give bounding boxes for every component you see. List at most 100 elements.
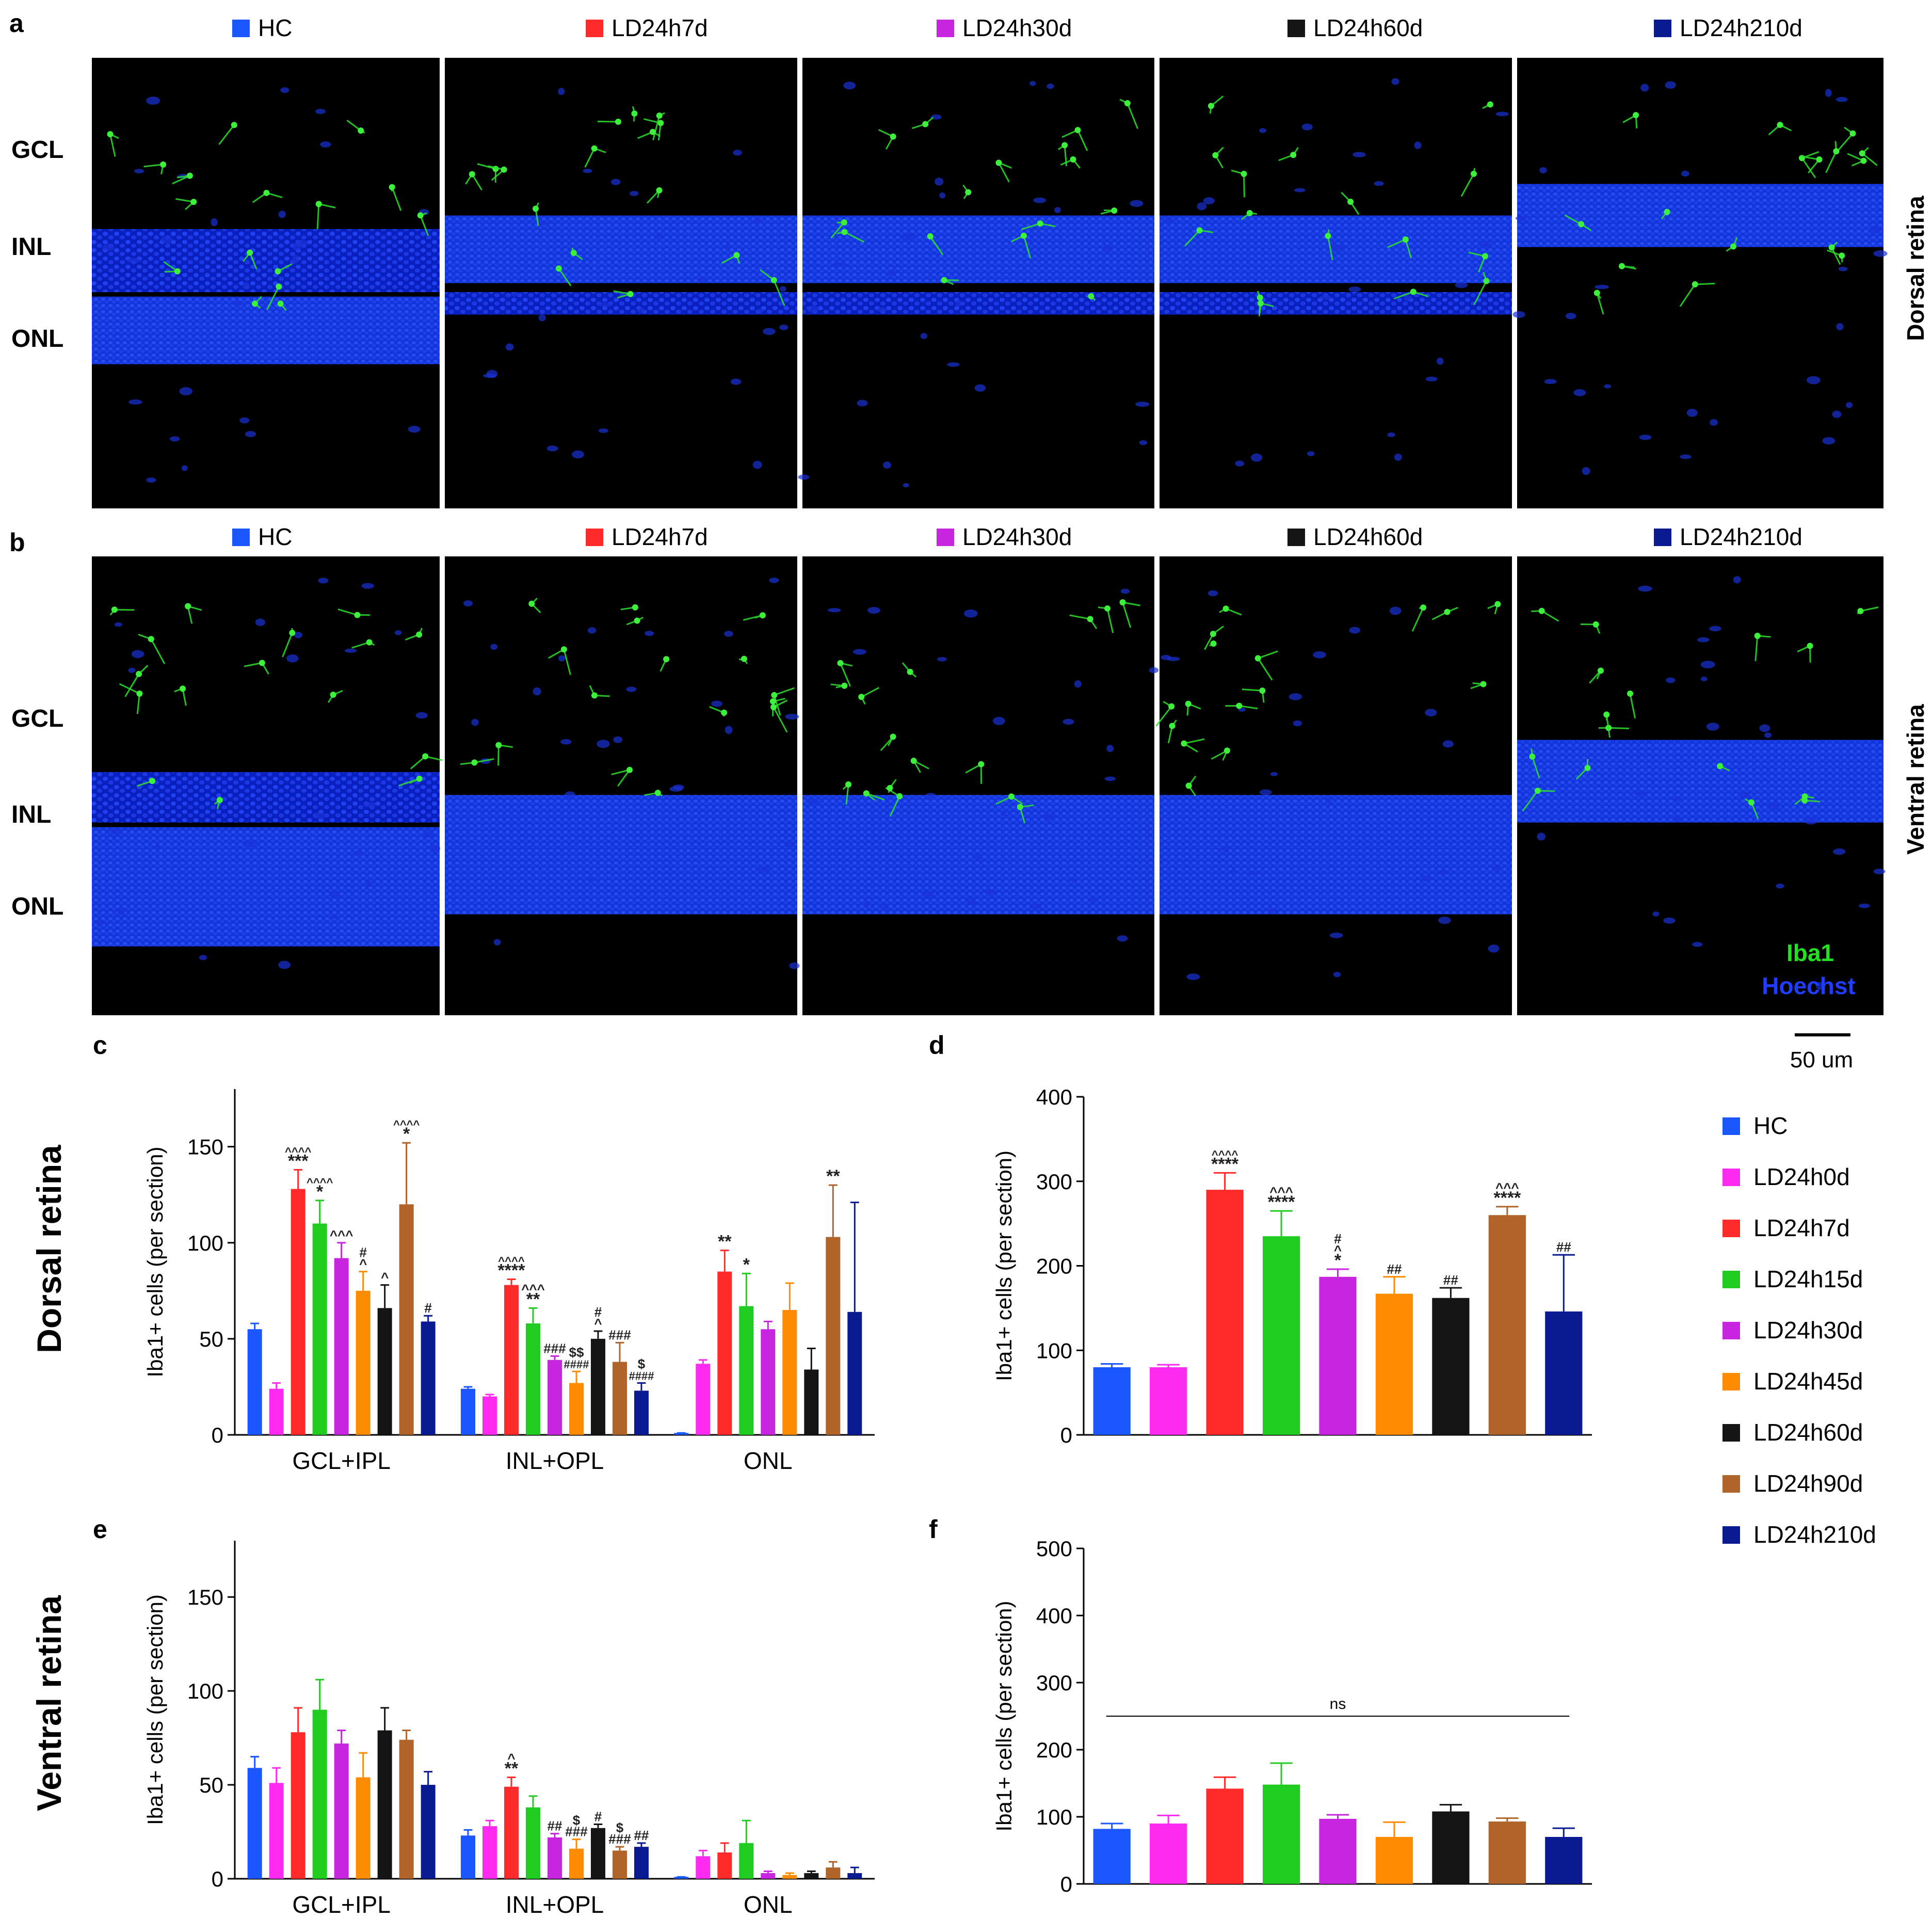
bar: [613, 1362, 627, 1435]
nucleus: [753, 217, 762, 223]
microglia-soma: [416, 775, 423, 782]
y-tick-label: 0: [1060, 1872, 1072, 1896]
bar: [804, 1873, 819, 1879]
microglia-soma: [1259, 687, 1266, 694]
microglia-soma: [389, 184, 395, 190]
microglia-soma: [1849, 130, 1856, 137]
legend-swatch: [1722, 1169, 1740, 1186]
microglia-soma: [275, 268, 281, 275]
significance-mark: ^: [594, 1316, 602, 1331]
row-label-ventral: Ventral retina: [30, 1595, 68, 1811]
microglia-soma: [1480, 681, 1487, 687]
bar: [739, 1843, 754, 1879]
nucleus: [1816, 982, 1823, 990]
nuclear-layer: [1160, 292, 1512, 315]
bar: [847, 1312, 862, 1435]
significance-mark: ###: [608, 1327, 631, 1342]
nucleus: [1639, 435, 1652, 440]
nucleus: [423, 830, 434, 838]
nucleus: [146, 97, 160, 105]
bar: [613, 1850, 627, 1879]
nucleus: [763, 328, 776, 335]
bar: [1150, 1824, 1187, 1884]
nucleus: [408, 426, 421, 433]
nucleus: [1710, 419, 1718, 426]
nucleus: [1709, 626, 1721, 632]
significance-mark: $: [573, 1813, 581, 1828]
bar: [1432, 1811, 1470, 1884]
nucleus: [1353, 152, 1366, 157]
nucleus: [1873, 869, 1886, 874]
bar: [377, 1730, 392, 1879]
nucleus: [1348, 286, 1361, 293]
nucleus: [673, 785, 684, 790]
nucleus: [1663, 917, 1676, 924]
nucleus: [1825, 89, 1832, 97]
nucleus: [1313, 651, 1326, 659]
bar: [569, 1848, 584, 1879]
chart-e: 0 50 100 150 Iba1+ cells (per section) GCL+IP…: [143, 1541, 875, 1918]
nucleus: [511, 292, 520, 297]
nucleus: [731, 378, 742, 385]
bar: [1262, 1784, 1300, 1884]
nucleus: [1836, 323, 1844, 331]
nucleus: [429, 844, 441, 852]
microglia-soma: [890, 733, 896, 740]
nucleus: [1130, 200, 1144, 207]
nucleus: [1437, 870, 1449, 875]
y-tick-label: 50: [199, 1773, 223, 1797]
nucleus: [1046, 83, 1054, 89]
y-tick-label: 50: [199, 1327, 223, 1351]
microglia-soma: [1828, 244, 1835, 251]
microglia-soma: [1584, 764, 1591, 771]
nucleus: [583, 168, 592, 173]
microglia-soma: [1196, 227, 1203, 234]
nucleus: [863, 901, 871, 907]
microglia-soma: [1801, 797, 1808, 804]
legend-label: HC: [258, 14, 292, 41]
nucleus: [533, 687, 541, 696]
layer-label-onl: ONL: [11, 325, 63, 353]
microglia-soma: [759, 612, 766, 619]
legend-swatch: [1654, 529, 1671, 546]
microglia-soma: [910, 757, 917, 764]
microglia-soma: [469, 171, 475, 178]
panel-letter-b: b: [9, 528, 25, 557]
legend-swatch: [1722, 1526, 1740, 1544]
panel-letter-c: c: [93, 1031, 107, 1060]
microglia-soma: [1730, 243, 1736, 250]
nucleus: [867, 606, 881, 614]
microglia-soma: [1257, 300, 1264, 307]
microglia-soma: [890, 133, 896, 140]
legend-main: HC LD24h0d LD24h7d LD24h15d LD24h30d LD24h45d…: [1722, 1112, 1876, 1548]
nuclear-layer: [1160, 795, 1512, 846]
nucleus: [931, 114, 942, 120]
significance-mark: #: [1334, 1231, 1342, 1246]
nucleus: [1228, 870, 1236, 874]
nuclear-layer: [92, 296, 440, 364]
legend-swatch: [1722, 1117, 1740, 1135]
nucleus: [1479, 241, 1492, 247]
microglia-soma: [1592, 621, 1599, 628]
bar: [399, 1204, 414, 1435]
nucleus: [131, 650, 144, 658]
legend-top-a: HC LD24h7d LD24h30d LD24h60d LD24h210d: [232, 14, 1802, 41]
significance-mark: **: [505, 1759, 519, 1779]
microglia-soma: [180, 685, 186, 692]
nucleus: [211, 218, 218, 227]
bar: [421, 1321, 436, 1435]
nucleus: [1089, 898, 1096, 903]
legend-label: LD24h210d: [1680, 523, 1802, 550]
bar: [504, 1285, 519, 1435]
bar: [1150, 1367, 1187, 1435]
legend-swatch: [232, 20, 250, 37]
bar: [482, 1396, 497, 1435]
nucleus: [1104, 776, 1116, 781]
microglia-soma: [1754, 632, 1761, 639]
nucleus: [1822, 437, 1836, 445]
significance-mark: ^^^: [1269, 1184, 1293, 1200]
microglia-soma: [1208, 103, 1214, 109]
nucleus: [318, 578, 329, 584]
bar: [269, 1388, 284, 1435]
